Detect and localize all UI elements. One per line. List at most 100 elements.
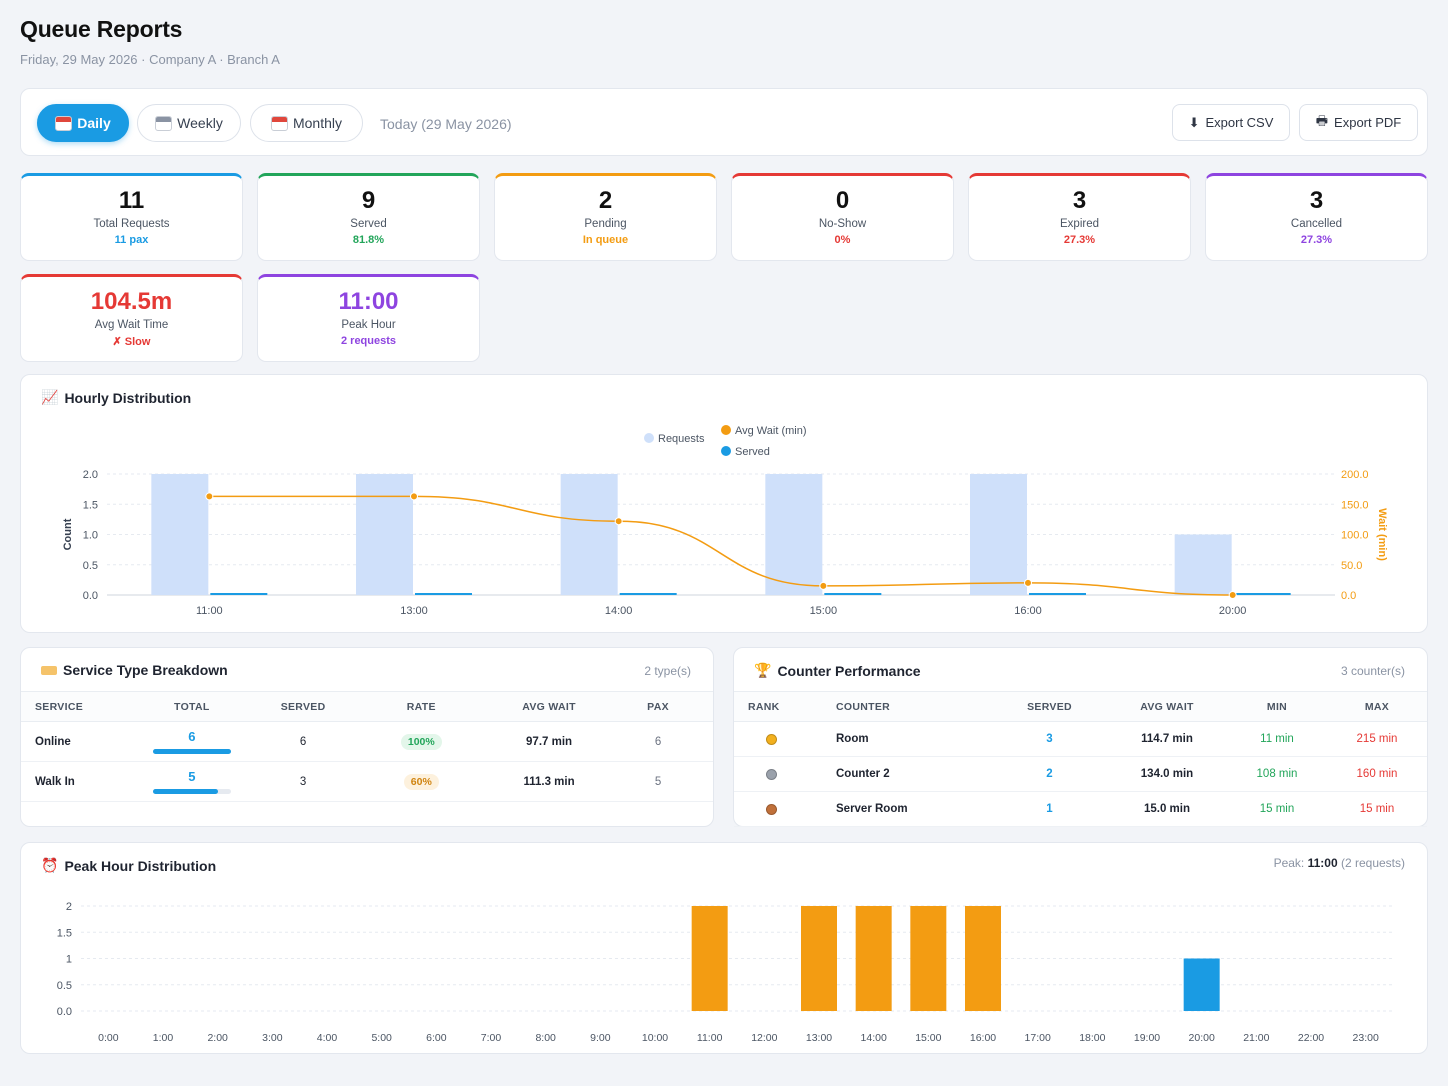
counter-rank-cell [734,791,822,827]
counter-title: 🏆 Counter Performance [754,662,921,679]
legend-requests-swatch [644,433,654,443]
x-tick-label: 23:00 [1353,1032,1379,1044]
service-col-total: Total [124,691,259,722]
trophy-icon: 🏆 [754,662,772,678]
period-weekly-button[interactable]: Weekly [137,104,241,142]
ticket-icon [41,665,57,675]
y-tick-label: 1.5 [83,499,98,511]
x-tick-label: 19:00 [1134,1032,1160,1044]
counter-avg-wait: 114.7 min [1107,721,1227,757]
service-pax: 5 [603,761,713,802]
stat-value: 3 [1072,187,1087,214]
counter-served: 1 [992,791,1107,827]
avg-wait-point [410,492,418,501]
peak-hour-bar [855,906,892,1011]
service-col-avg-wait: Avg Wait [495,691,604,722]
peak-hour-card: ⏰ Peak Hour Distribution Peak: 11:00 (2 … [20,842,1428,1054]
counter-col-counter: Counter [822,691,992,722]
y-tick-label: 2.0 [83,469,98,481]
calendar-icon [155,115,173,131]
counter-served: 3 [992,721,1107,757]
service-pax: 6 [603,721,713,762]
x-tick-label: 1:00 [153,1032,174,1044]
export-csv-label: Export CSV [1205,115,1274,130]
counter-col-avg-wait: Avg Wait [1107,691,1227,722]
stat-value: 11:00 [338,288,399,315]
legend-avg-wait-swatch [721,425,731,435]
x-tick-label: 16:00 [970,1032,996,1044]
service-rate-cell: 60% [347,761,496,802]
service-table: Service Total Served Rate Avg Wait Pax O… [21,691,713,802]
x-tick-label: 11:00 [697,1032,723,1044]
calendar-icon [270,115,288,131]
x-tick-label: 18:00 [1079,1032,1105,1044]
hourly-title: 📈 Hourly Distribution [41,389,191,406]
x-tick-label: 13:00 [400,605,428,617]
gold-medal-icon [766,734,777,745]
stat-value: 3 [1309,187,1324,214]
x-tick-label: 10:00 [642,1032,668,1044]
service-total: 5 [188,769,196,784]
requests-bar [765,474,823,595]
service-count: 2 type(s) [644,664,691,678]
counter-max: 15 min [1327,791,1427,827]
service-served: 3 [258,761,348,802]
y-axis-label: Count [62,518,74,550]
y2-axis-label: Wait (min) [1376,508,1388,561]
service-name: Online [21,721,125,762]
counter-col-served: Served [992,691,1107,722]
period-daily-button[interactable]: Daily [37,104,129,142]
y2-tick-label: 200.0 [1341,469,1369,481]
counter-col-max: Max [1327,691,1427,722]
y2-tick-label: 0.0 [1341,590,1356,602]
export-pdf-button[interactable]: 🖶 Export PDF [1299,104,1418,141]
service-total-bar-fill [152,789,218,794]
legend-requests-label: Requests [658,433,705,445]
stat-card: 3 Cancelled 27.3% [1205,173,1428,261]
bronze-medal-icon [766,804,777,815]
table-row: Counter 2 2 134.0 min 108 min 160 min [734,756,1427,792]
x-tick-label: 12:00 [751,1032,777,1044]
report-toolbar: Daily Weekly Monthly Today (29 May 2026)… [20,88,1428,156]
export-csv-button[interactable]: ⬇ Export CSV [1172,104,1290,141]
counter-name: Room [822,721,992,757]
y2-tick-label: 100.0 [1341,530,1369,542]
table-row: Walk In 5 3 60% 111.3 min 5 [21,761,713,802]
counter-title-text: Counter Performance [777,662,921,679]
chart-increasing-icon: 📈 [41,389,59,405]
stat-card: 11:00 Peak Hour 2 requests [257,274,480,362]
x-tick-label: 15:00 [915,1032,941,1044]
service-total-bar-fill [152,749,231,754]
served-bar [619,593,677,595]
counter-count: 3 counter(s) [1340,664,1405,678]
y-tick-label: 2 [66,901,72,913]
service-served: 6 [258,721,348,762]
counter-avg-wait: 134.0 min [1107,756,1227,792]
counter-avg-wait: 15.0 min [1107,791,1227,827]
service-avg-wait: 111.3 min [495,761,604,802]
counter-min: 11 min [1227,721,1327,757]
printer-icon: 🖶 [1315,112,1329,128]
stat-value: 11 [118,187,145,214]
period-monthly-button[interactable]: Monthly [250,104,363,142]
y2-tick-label: 150.0 [1341,499,1369,511]
x-tick-label: 22:00 [1298,1032,1324,1044]
served-bar [210,593,268,595]
peak-hour-bar [691,906,728,1011]
stat-sub: ✗ Slow [112,336,151,348]
service-rate-badge: 100% [400,733,442,750]
peak-hour-bar [801,906,837,1011]
stat-sub: 81.8% [352,234,385,246]
stat-label: Served [350,218,387,230]
stat-value: 9 [361,187,376,214]
table-row: Online 6 6 100% 97.7 min 6 [21,721,713,762]
y-tick-label: 1.5 [57,927,72,939]
stat-sub: 2 requests [340,335,397,347]
stat-label: Peak Hour [341,319,396,331]
x-tick-label: 14:00 [861,1032,887,1044]
requests-bar [151,474,209,595]
x-tick-label: 15:00 [810,605,838,617]
period-weekly-label: Weekly [177,115,223,131]
table-row: Server Room 1 15.0 min 15 min 15 min [734,791,1427,827]
served-bar [824,593,882,595]
